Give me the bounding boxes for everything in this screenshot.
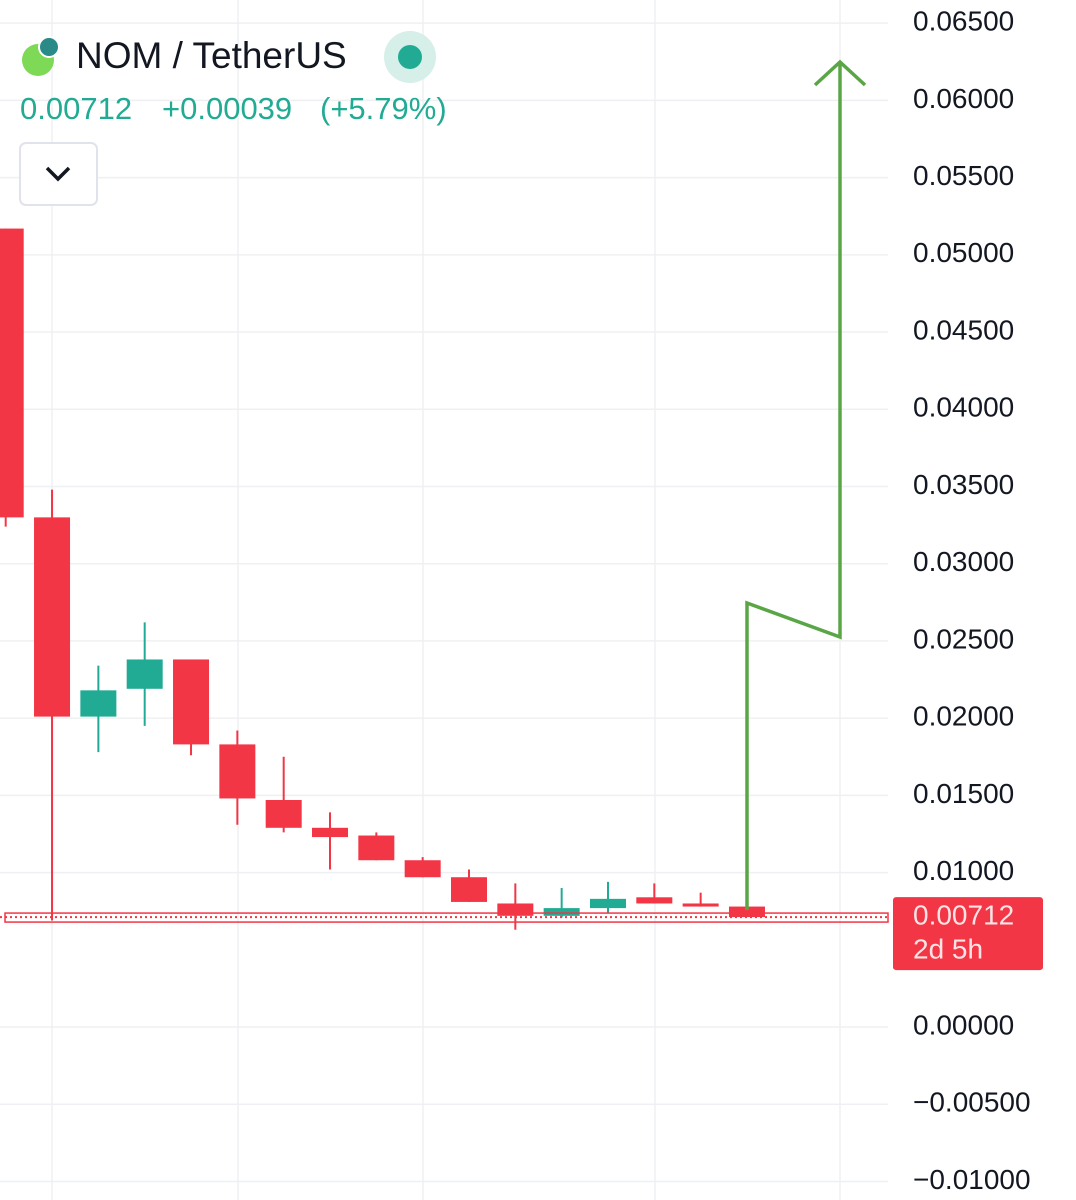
y-tick-label: 0.01500 [913, 778, 1014, 809]
candle-body [265, 800, 302, 828]
change: +0.00039 [162, 91, 292, 126]
change-pct: (+5.79%) [320, 91, 447, 126]
y-tick-label: 0.00000 [913, 1009, 1014, 1040]
y-tick-label: 0.02000 [913, 701, 1014, 732]
symbol: NOM / TetherUS [76, 35, 347, 76]
logo-badge [38, 36, 60, 58]
y-tick-label: 0.04500 [913, 314, 1014, 345]
y-tick-label: 0.06000 [913, 83, 1014, 114]
y-tick-label: −0.01000 [913, 1164, 1031, 1195]
countdown-label: 2d 5h [913, 933, 983, 964]
candle-body [80, 690, 117, 717]
candle-body [173, 659, 210, 745]
candle-body [636, 897, 673, 904]
grid [0, 22, 888, 1183]
candle-body [728, 906, 765, 918]
dropdown-button[interactable] [19, 142, 98, 206]
candle-body [312, 827, 349, 838]
y-tick-label: 0.01000 [913, 855, 1014, 886]
y-tick-label: −0.00500 [913, 1087, 1031, 1118]
candle-body [589, 898, 626, 909]
price: 0.00712 [20, 91, 132, 126]
candle-body [0, 228, 24, 518]
candles [0, 228, 765, 930]
y-tick-label: 0.02500 [913, 623, 1014, 654]
price-label-box [893, 897, 1043, 971]
status-dot [398, 45, 422, 69]
candle-body [358, 835, 395, 861]
y-tick-label: 0.05000 [913, 237, 1014, 268]
candle-body [543, 908, 580, 916]
y-tick-label: 0.05500 [913, 160, 1014, 191]
candle-body [497, 903, 534, 916]
candle-body [404, 860, 441, 878]
time-grid [51, 0, 841, 1200]
last-price-label: 0.00712 [913, 899, 1014, 930]
y-tick-label: 0.03500 [913, 469, 1014, 500]
candle-body [34, 517, 71, 717]
candle-body [126, 659, 163, 689]
candle-body [219, 744, 256, 799]
candle-body [682, 903, 719, 907]
y-tick-label: 0.04000 [913, 392, 1014, 423]
candle-body [451, 877, 487, 902]
arrow-head [813, 59, 867, 87]
y-tick-label: 0.03000 [913, 546, 1014, 577]
arrow-drawing [745, 62, 842, 910]
y-tick-label: 0.06500 [913, 6, 1014, 37]
